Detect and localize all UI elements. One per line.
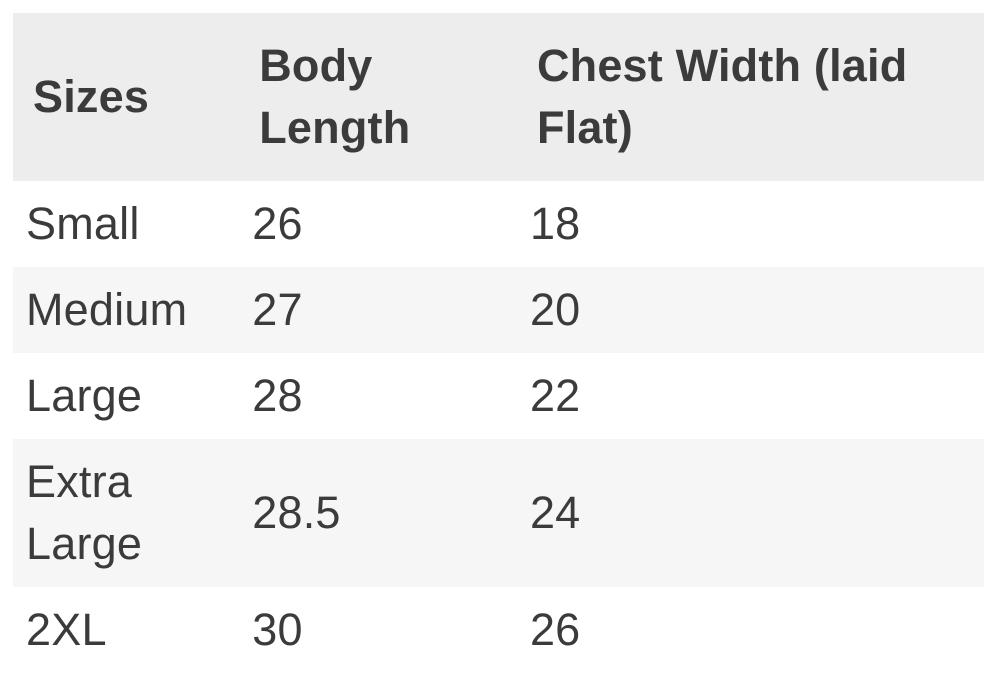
table-row: Small 26 18	[13, 181, 984, 267]
table-row: 2XL 30 26	[13, 587, 984, 673]
table-row: Large 28 22	[13, 353, 984, 439]
chest-width-cell: 20	[516, 267, 984, 353]
body-length-cell: 27	[239, 267, 517, 353]
header-chest-width: Chest Width (laid Flat)	[516, 13, 984, 181]
chest-width-cell: 24	[516, 439, 984, 587]
body-length-cell: 28.5	[239, 439, 517, 587]
header-sizes: Sizes	[13, 13, 240, 181]
body-length-cell: 26	[252, 198, 303, 249]
header-row: Sizes Body Length Chest Width (laid Flat…	[13, 13, 984, 181]
chest-width-cell: 18	[529, 198, 581, 249]
body-length-cell: 30	[252, 604, 303, 655]
header-body-length: Body Length	[239, 13, 517, 181]
size-cell: Large	[26, 370, 143, 421]
size-cell: Small	[26, 198, 140, 249]
size-chart-table: Sizes Body Length Chest Width (laid Flat…	[13, 13, 984, 673]
chest-width-cell: 22	[529, 370, 581, 421]
size-cell: 2XL	[26, 604, 107, 655]
size-cell: Medium	[13, 267, 240, 353]
chest-width-cell: 26	[529, 604, 581, 655]
table-row: Medium 27 20	[13, 267, 984, 353]
table-row: Extra Large 28.5 24	[13, 439, 984, 587]
body-length-cell: 28	[252, 370, 303, 421]
size-cell: Extra Large	[13, 439, 240, 587]
